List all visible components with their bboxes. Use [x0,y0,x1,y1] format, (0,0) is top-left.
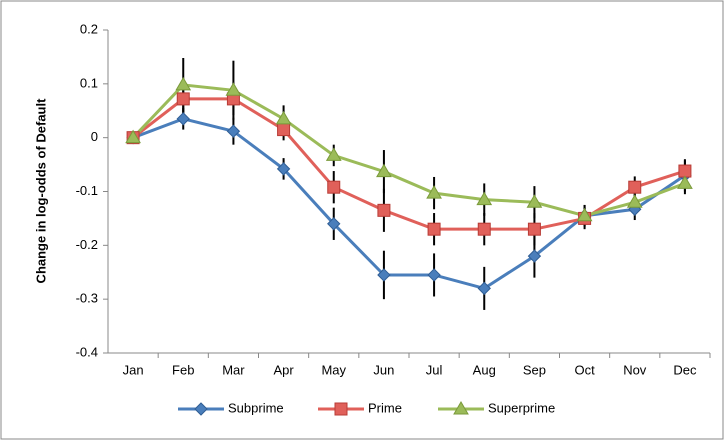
series-line [131,83,686,218]
legend-marker [453,401,469,415]
data-point [176,112,190,126]
x-tick-label: May [321,362,346,377]
legend-marker [334,402,348,416]
data-point [327,180,341,194]
x-tick-label: Sep [523,362,546,377]
data-point [427,222,441,236]
y-tick-label: 0.1 [80,75,98,90]
y-axis-label: Change in log-odds of Default [33,98,48,284]
data-point [125,129,141,144]
data-point [678,164,692,178]
data-point [376,163,392,178]
x-tick-label: Mar [222,362,245,377]
y-tick-label: 0.2 [80,21,98,36]
x-tick-label: Nov [623,362,647,377]
x-tick-label: Aug [473,362,496,377]
data-point [325,147,342,161]
data-point [576,207,593,222]
data-point [427,268,441,282]
data-point [327,217,341,231]
data-point [275,110,292,125]
x-tick-label: Feb [172,362,194,377]
legend-label: Subprime [228,400,284,415]
data-point [176,92,190,106]
y-tick-label: -0.3 [76,291,98,306]
data-point [677,175,693,189]
x-tick-label: Apr [273,362,294,377]
x-tick-label: Dec [673,362,697,377]
data-point [527,222,541,236]
x-tick-label: Jun [373,362,394,377]
y-tick-label: -0.2 [76,237,98,252]
data-point [477,281,491,296]
data-point [377,203,391,217]
data-point [277,123,291,137]
data-point [226,124,241,138]
x-tick-label: Jan [123,362,144,377]
data-point [526,194,543,208]
data-point [426,185,442,199]
data-point [377,268,391,282]
x-tick-label: Jul [426,362,443,377]
data-point [476,191,493,206]
data-point [175,76,192,91]
data-point [477,222,491,236]
data-point [626,194,643,208]
legend-label: Superprime [488,400,555,415]
data-point [276,162,291,176]
legend-marker [194,402,208,416]
data-point [225,82,242,96]
y-tick-label: -0.1 [76,183,98,198]
x-tick-label: Oct [574,362,595,377]
y-tick-label: -0.4 [76,344,98,359]
data-point [628,180,642,194]
y-tick-label: 0 [91,129,98,144]
data-point [527,249,542,263]
legend-label: Prime [368,400,402,415]
